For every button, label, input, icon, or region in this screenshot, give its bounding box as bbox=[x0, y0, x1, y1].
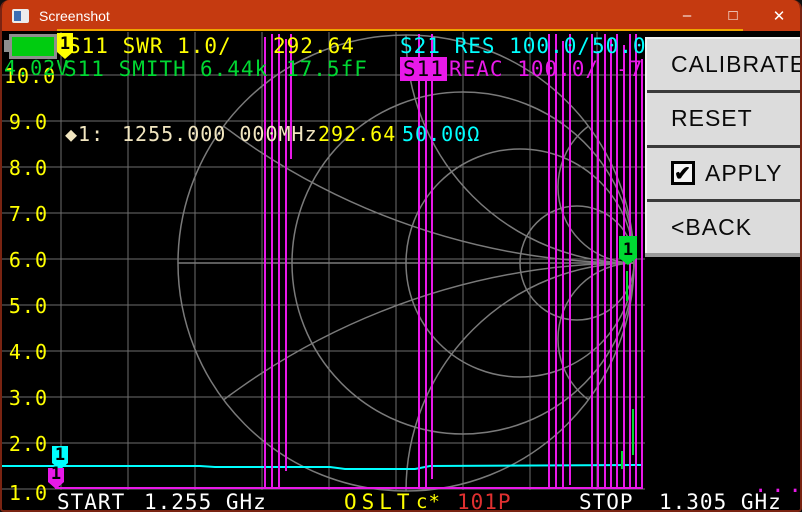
calibrate-button-label: CALIBRATE bbox=[671, 51, 802, 78]
window-accent-line bbox=[57, 29, 743, 31]
back-button[interactable]: <BACK bbox=[647, 201, 800, 253]
trace-smith-label[interactable]: S11 SMITH bbox=[64, 57, 187, 81]
marker-flag-res[interactable] bbox=[52, 446, 68, 470]
trace-reac-channel-badge[interactable]: S11 bbox=[400, 57, 447, 81]
sweep-points: 101P bbox=[457, 490, 512, 512]
active-trace-badge: S11 bbox=[400, 57, 447, 81]
menu-panel: CALIBRATE RESET ✔ APPLY <BACK bbox=[645, 37, 802, 253]
svg-text:1: 1 bbox=[623, 240, 633, 260]
trace-reac-label[interactable]: REAC 100.0/ bbox=[449, 57, 600, 81]
more-dots-indicator: ··· bbox=[754, 479, 802, 504]
trace-swr-label[interactable]: S11 SWR 1.0/ bbox=[68, 34, 232, 58]
start-label[interactable]: START bbox=[57, 490, 126, 512]
marker-impedance-value: 50.00Ω bbox=[402, 122, 481, 146]
trace-reac-spikes bbox=[264, 34, 643, 489]
marker-frequency: 1255.000 000MHz bbox=[122, 122, 318, 146]
marker-label: ◆1: bbox=[65, 122, 105, 146]
start-value[interactable]: 1.255 GHz bbox=[144, 490, 267, 512]
trace-reac-value: -7 bbox=[616, 57, 644, 81]
svg-text:1: 1 bbox=[51, 464, 61, 484]
close-button[interactable]: ✕ bbox=[772, 7, 786, 25]
trace-smith-scale: 6.44k bbox=[200, 57, 269, 81]
stop-value[interactable]: 1.305 GHz bbox=[659, 490, 782, 512]
trace-res-value: 50.0 bbox=[592, 34, 647, 58]
apply-button-label: APPLY bbox=[705, 159, 783, 186]
trace-res-line bbox=[2, 464, 644, 470]
window-title: Screenshot bbox=[39, 7, 110, 24]
y-axis-label: 2.0 bbox=[8, 432, 48, 456]
reset-button[interactable]: RESET bbox=[647, 93, 800, 145]
apply-button[interactable]: ✔ APPLY bbox=[647, 147, 800, 199]
y-axis-label: 5.0 bbox=[8, 294, 48, 318]
trace-smith-line bbox=[621, 271, 634, 469]
title-bar: Screenshot – □ ✕ bbox=[2, 0, 800, 31]
battery-icon bbox=[4, 40, 9, 52]
battery-voltage: 4.02V bbox=[4, 56, 70, 80]
y-axis-label: 6.0 bbox=[8, 248, 48, 272]
marker-flag-smith[interactable] bbox=[619, 236, 637, 265]
svg-text:1: 1 bbox=[55, 445, 65, 465]
cal-extra-flags: c* bbox=[416, 491, 441, 512]
battery-icon bbox=[9, 34, 57, 59]
cal-status: OSLT bbox=[344, 490, 415, 512]
stop-label[interactable]: STOP bbox=[579, 490, 634, 512]
smith-grid bbox=[177, 34, 635, 492]
trace-swr-value: 292.64 bbox=[273, 34, 355, 58]
checkbox-checked-icon: ✔ bbox=[671, 161, 695, 186]
trace-res-label[interactable]: S21 RES 100.0/ bbox=[400, 34, 592, 58]
y-axis-label: 9.0 bbox=[8, 110, 48, 134]
y-axis-label: 3.0 bbox=[8, 386, 48, 410]
trace-smith-value: 17.5fF bbox=[286, 57, 368, 81]
y-axis-label: 1.0 bbox=[8, 481, 48, 505]
maximize-button[interactable]: □ bbox=[728, 7, 738, 24]
calibrate-button[interactable]: CALIBRATE bbox=[647, 39, 802, 91]
minimize-button[interactable]: – bbox=[682, 7, 692, 24]
y-axis-label: 4.0 bbox=[8, 340, 48, 364]
plot-area bbox=[2, 32, 645, 492]
back-button-label: <BACK bbox=[671, 213, 753, 240]
marker-flag-swr[interactable] bbox=[57, 33, 73, 59]
app-icon bbox=[12, 8, 29, 23]
y-axis-label: 10.0 bbox=[4, 64, 57, 88]
y-axis-label: 7.0 bbox=[8, 202, 48, 226]
reset-button-label: RESET bbox=[671, 105, 753, 132]
marker-swr-value: 292.64 bbox=[318, 122, 397, 146]
marker-flag-reac[interactable] bbox=[48, 468, 64, 489]
svg-text:1: 1 bbox=[60, 34, 70, 54]
window-controls: – □ ✕ bbox=[664, 0, 800, 31]
y-axis-label: 8.0 bbox=[8, 156, 48, 180]
menu-panel-edge bbox=[645, 253, 800, 257]
